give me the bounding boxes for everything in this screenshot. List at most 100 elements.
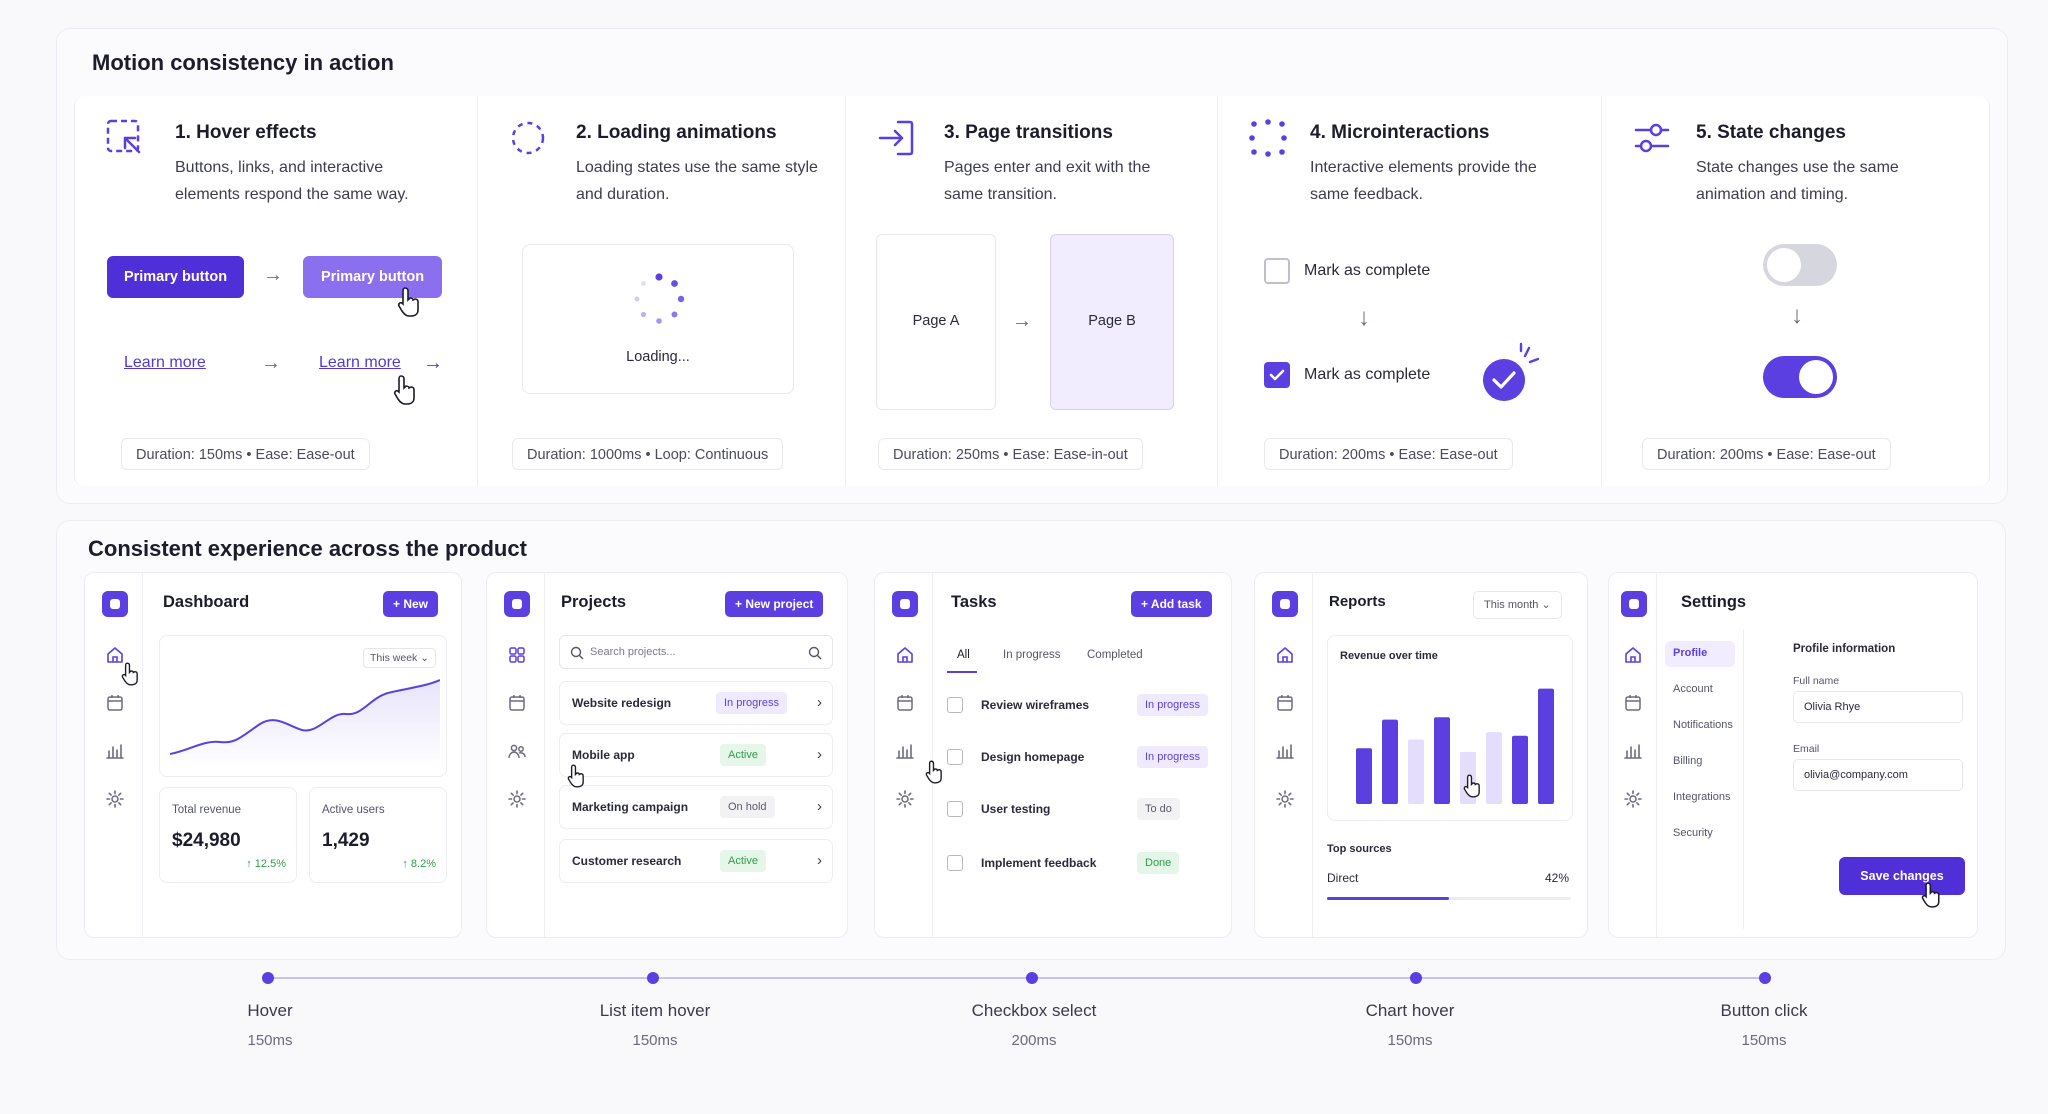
checkbox-unchecked[interactable] xyxy=(1264,258,1290,284)
task-row[interactable]: Review wireframes In progress xyxy=(947,685,1211,725)
primary-button[interactable]: Primary button xyxy=(107,256,244,298)
task-checkbox[interactable] xyxy=(947,855,963,871)
revenue-bar[interactable] xyxy=(1434,717,1450,804)
home-icon[interactable] xyxy=(895,645,915,665)
revenue-bar[interactable] xyxy=(1512,735,1528,804)
range-select[interactable]: This week ⌄ xyxy=(363,648,436,668)
settings-menu-item-profile[interactable]: Profile xyxy=(1673,647,1708,659)
revenue-bar[interactable] xyxy=(1382,719,1398,804)
settings-menu-active-bg xyxy=(1665,641,1735,667)
task-row[interactable]: Design homepage In progress xyxy=(947,737,1211,777)
page-b-preview: Page B xyxy=(1050,234,1174,410)
home-icon[interactable] xyxy=(1623,645,1643,665)
calendar-icon[interactable] xyxy=(1275,693,1295,713)
save-changes-button[interactable]: Save changes xyxy=(1839,857,1965,895)
grid-icon[interactable] xyxy=(507,645,527,665)
timeline-duration: 150ms xyxy=(247,1032,293,1049)
section-title: Profile information xyxy=(1793,643,1896,655)
settings-gear-icon[interactable] xyxy=(507,789,527,809)
tab-in-progress[interactable]: In progress xyxy=(1003,649,1061,661)
settings-menu-item-notifications[interactable]: Notifications xyxy=(1673,719,1733,731)
revenue-bar[interactable] xyxy=(1538,688,1554,804)
settings-menu-item-security[interactable]: Security xyxy=(1673,827,1713,839)
chart-card: This week ⌄ xyxy=(159,635,447,777)
tab-all[interactable]: All xyxy=(957,649,970,661)
range-select[interactable]: This month ⌄ xyxy=(1473,591,1562,619)
learn-more-link-hover[interactable]: Learn more xyxy=(319,354,401,371)
add-task-button[interactable]: + Add task xyxy=(1131,591,1212,617)
settings-gear-icon[interactable] xyxy=(1275,789,1295,809)
home-icon[interactable] xyxy=(105,645,125,665)
settings-gear-icon[interactable] xyxy=(105,789,125,809)
card-description: Pages enter and exit with the same trans… xyxy=(944,159,1151,203)
sliders-icon xyxy=(1634,123,1670,153)
timeline-dot xyxy=(1759,972,1771,984)
settings-gear-icon[interactable] xyxy=(895,789,915,809)
revenue-bar[interactable] xyxy=(1486,732,1502,804)
checkbox-checked[interactable] xyxy=(1264,362,1290,388)
chevron-right-icon: › xyxy=(817,746,822,763)
card-title: 3. Page transitions xyxy=(944,122,1113,143)
app-logo xyxy=(892,591,918,617)
stat-label: Total revenue xyxy=(172,804,242,816)
search-input[interactable]: Search projects... xyxy=(559,635,833,669)
bar-chart-icon[interactable] xyxy=(1623,741,1643,761)
tab-completed[interactable]: Completed xyxy=(1087,649,1143,661)
status-badge: In progress xyxy=(1137,746,1209,768)
screen-title: Dashboard xyxy=(163,593,250,611)
revenue-line-chart xyxy=(170,679,440,768)
project-row[interactable]: Website redesign In progress › xyxy=(559,681,833,725)
screen-title: Settings xyxy=(1681,593,1747,611)
bar-chart-icon[interactable] xyxy=(105,741,125,761)
timeline-duration: 150ms xyxy=(632,1032,678,1049)
task-row[interactable]: Implement feedback Done xyxy=(947,843,1211,883)
app-logo xyxy=(1272,591,1298,617)
toggle-on[interactable] xyxy=(1763,356,1837,398)
full-name-field[interactable]: Olivia Rhye xyxy=(1793,691,1963,723)
pointer-cursor-icon xyxy=(393,375,415,405)
bar-chart-icon[interactable] xyxy=(1275,741,1295,761)
duration-badge: Duration: 150ms • Ease: Ease-out xyxy=(121,438,370,470)
new-button[interactable]: + New xyxy=(383,591,439,617)
task-name: Design homepage xyxy=(981,750,1085,764)
new-project-button[interactable]: + New project xyxy=(725,591,824,617)
calendar-icon[interactable] xyxy=(895,693,915,713)
calendar-icon[interactable] xyxy=(105,693,125,713)
calendar-icon[interactable] xyxy=(507,693,527,713)
calendar-icon[interactable] xyxy=(1623,693,1643,713)
timeline-duration: 150ms xyxy=(1741,1032,1787,1049)
duration-badge: Duration: 200ms • Ease: Ease-out xyxy=(1642,438,1891,470)
revenue-bar[interactable] xyxy=(1408,739,1424,804)
screen-title: Reports xyxy=(1329,593,1386,610)
settings-menu-item-account[interactable]: Account xyxy=(1673,683,1713,695)
task-checkbox[interactable] xyxy=(947,801,963,817)
learn-more-link[interactable]: Learn more xyxy=(124,354,206,371)
success-check-icon xyxy=(1483,342,1540,401)
bar-chart-icon[interactable] xyxy=(895,741,915,761)
project-row[interactable]: Customer research Active › xyxy=(559,839,833,883)
settings-menu-item-billing[interactable]: Billing xyxy=(1673,755,1703,767)
motion-cards: 1. Hover effects Buttons, links, and int… xyxy=(74,0,1990,490)
arrow-right-icon: → xyxy=(263,264,283,286)
app-logo xyxy=(1621,591,1647,617)
project-row[interactable]: Mobile app Active › xyxy=(559,733,833,777)
top-sources-label: Top sources xyxy=(1327,843,1392,855)
settings-gear-icon[interactable] xyxy=(1623,789,1643,809)
task-row[interactable]: User testing To do xyxy=(947,789,1211,829)
primary-button-hover[interactable]: Primary button xyxy=(303,256,442,298)
team-icon[interactable] xyxy=(507,741,527,761)
toggle-off[interactable] xyxy=(1763,244,1837,286)
home-icon[interactable] xyxy=(1275,645,1295,665)
sidebar-rail xyxy=(1609,573,1657,937)
project-row[interactable]: Marketing campaign On hold › xyxy=(559,785,833,829)
stat-delta: ↑ 12.5% xyxy=(246,858,286,870)
revenue-bar[interactable] xyxy=(1356,748,1372,804)
checkbox-label: Mark as complete xyxy=(1304,366,1431,383)
duration-badge: Duration: 250ms • Ease: Ease-in-out xyxy=(878,438,1143,470)
duration-badge: Duration: 200ms • Ease: Ease-out xyxy=(1264,438,1513,470)
task-checkbox[interactable] xyxy=(947,697,963,713)
settings-menu-item-integrations[interactable]: Integrations xyxy=(1673,791,1731,803)
email-field[interactable]: olivia@company.com xyxy=(1793,759,1963,791)
card-description: State changes use the same animation and… xyxy=(1696,159,1899,203)
task-checkbox[interactable] xyxy=(947,749,963,765)
